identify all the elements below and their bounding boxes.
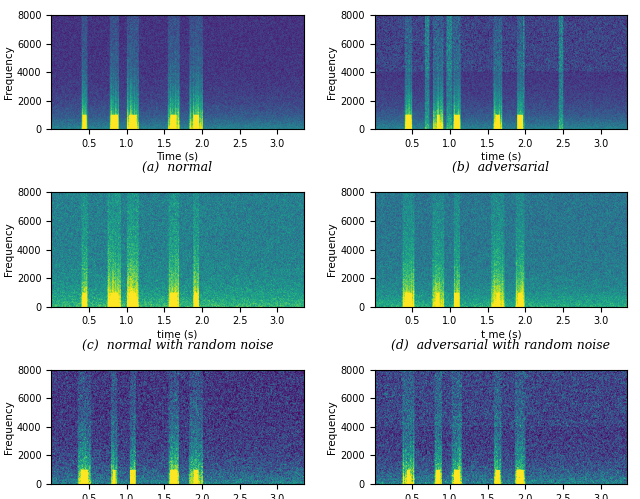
Y-axis label: Frequency: Frequency [328,223,337,276]
X-axis label: time (s): time (s) [481,152,521,162]
X-axis label: Time (s): Time (s) [156,152,198,162]
Y-axis label: Frequency: Frequency [4,400,14,454]
Text: (a)  normal: (a) normal [143,161,212,175]
Text: (d)  adversarial with random noise: (d) adversarial with random noise [392,339,611,352]
Text: (b)  adversarial: (b) adversarial [452,161,550,175]
Y-axis label: Frequency: Frequency [328,45,337,99]
Text: (c)  normal with random noise: (c) normal with random noise [82,339,273,352]
Y-axis label: Frequency: Frequency [328,400,337,454]
Y-axis label: Frequency: Frequency [4,45,14,99]
X-axis label: time (s): time (s) [157,329,198,339]
Y-axis label: Frequency: Frequency [4,223,14,276]
X-axis label: t me (s): t me (s) [481,329,521,339]
